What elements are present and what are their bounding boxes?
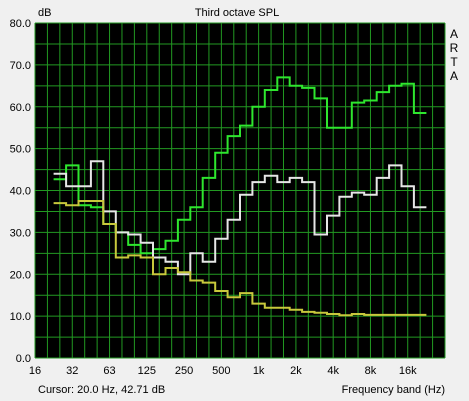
- brand-letter: T: [450, 55, 458, 69]
- chart-title: Third octave SPL: [195, 7, 279, 19]
- x-tick-labels: 16 32 63 125 250 500 1k 2k 4k 8k 16k: [29, 365, 417, 377]
- cursor-readout: Cursor: 20.0 Hz, 42.71 dB: [38, 384, 165, 396]
- y-axis-label: dB: [38, 7, 51, 19]
- y-tick-label: 60.0: [10, 102, 31, 114]
- grid: [34, 22, 446, 359]
- y-tick-label: 40.0: [10, 186, 31, 198]
- y-tick-label: 50.0: [10, 144, 31, 156]
- series-group: [53, 76, 427, 317]
- x-tick-label: 2k: [290, 365, 302, 377]
- series-line-2: [53, 160, 427, 276]
- y-tick-label: 30.0: [10, 227, 31, 239]
- x-tick-label: 1k: [253, 365, 265, 377]
- x-tick-label: 4k: [327, 365, 339, 377]
- y-tick-label: 0.0: [16, 353, 31, 365]
- x-tick-label: 32: [66, 365, 78, 377]
- x-axis-label: Frequency band (Hz): [342, 384, 445, 396]
- x-tick-label: 250: [175, 365, 193, 377]
- y-tick-label: 80.0: [10, 18, 31, 30]
- brand-letter: A: [450, 27, 458, 41]
- x-tick-label: 16k: [399, 365, 417, 377]
- x-tick-label: 63: [103, 365, 115, 377]
- y-tick-label: 20.0: [10, 269, 31, 281]
- x-tick-label: 16: [29, 365, 41, 377]
- y-tick-label: 70.0: [10, 60, 31, 72]
- x-tick-label: 500: [212, 365, 230, 377]
- x-tick-label: 125: [138, 365, 156, 377]
- y-tick-labels: 0.0 10.0 20.0 30.0 40.0 50.0 60.0 70.0 80.0: [10, 18, 31, 365]
- x-tick-label: 8k: [365, 365, 377, 377]
- brand-letter: A: [450, 69, 458, 83]
- brand-letter: R: [450, 41, 459, 55]
- y-tick-label: 10.0: [10, 311, 31, 323]
- series-line-3: [53, 200, 427, 317]
